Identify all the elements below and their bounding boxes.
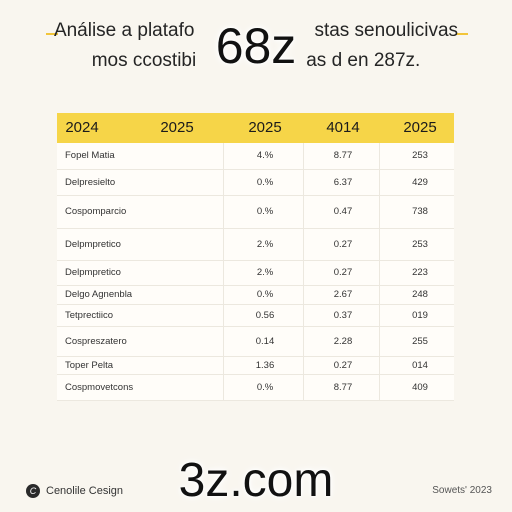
row-label: Delgo Agnenbla [65, 289, 133, 300]
row-value: 0.% [256, 177, 274, 188]
table-divider [379, 143, 380, 401]
table-row: Toper Pelta 1.36 0.27 014 [57, 357, 454, 375]
row-value: 0.% [256, 206, 274, 217]
row-value: 0.% [256, 289, 274, 300]
table-divider [303, 143, 304, 401]
row-value: 409 [412, 382, 428, 393]
title-line-1-start: Análise a platafo [53, 20, 195, 41]
table-row: Delgo Agnenbla 0.% 2.67 248 [57, 286, 454, 305]
table-row: Delpmpretico 2.% 0.27 223 [57, 261, 454, 286]
watermark-bottom: 3z.com [178, 454, 334, 507]
row-value: 0.47 [333, 206, 353, 217]
data-table: 2024 2025 2025 4014 2025 Fopel Matia 4.% 8… [57, 113, 454, 401]
row-label: Cospreszatero [65, 336, 127, 347]
header-cell-4: 4014 [326, 119, 360, 136]
row-value: 0.14 [255, 336, 275, 347]
table-row: Cospomparcio 0.% 0.47 738 [57, 196, 454, 229]
row-value: 429 [412, 177, 428, 188]
row-label: Delpmpretico [65, 239, 121, 250]
document-title: Análise a platafo stas senoulicivas mos c… [0, 16, 512, 76]
row-value: 0.56 [255, 310, 275, 321]
table-row: Delpresielto 0.% 6.37 429 [57, 170, 454, 196]
watermark-top: 68z [215, 18, 297, 74]
title-line-2: mos ccostibi as d en 287z. [0, 46, 512, 76]
row-value: 8.77 [333, 150, 353, 161]
row-value: 223 [412, 267, 428, 278]
row-value: 2.% [256, 239, 274, 250]
table-row: Cospreszatero 0.14 2.28 255 [57, 327, 454, 357]
footer-year: Sowets' 2023 [432, 485, 492, 496]
row-label: Tetprectiico [65, 310, 114, 321]
brand-name: Cenolile Cesign [46, 485, 124, 497]
row-value: 253 [412, 150, 428, 161]
row-value: 0.37 [333, 310, 353, 321]
table-divider [223, 143, 224, 401]
table-row: Fopel Matia 4.% 8.77 253 [57, 143, 454, 170]
row-value: 2.67 [333, 289, 353, 300]
row-value: 0.27 [333, 267, 353, 278]
row-value: 0.27 [333, 239, 353, 250]
row-label: Cospmovetcons [65, 382, 134, 393]
header-cell-3: 2025 [248, 119, 282, 136]
row-label: Delpresielto [65, 177, 116, 188]
header-cell-2: 2025 [160, 119, 194, 136]
header-cell-1: 2024 [65, 119, 99, 136]
table-header: 2024 2025 2025 4014 2025 [57, 113, 454, 143]
row-value: 2.% [256, 267, 274, 278]
table-row: Delpmpretico 2.% 0.27 253 [57, 229, 454, 261]
table-row: Cospmovetcons 0.% 8.77 409 [57, 375, 454, 401]
title-left-dash [46, 33, 58, 35]
title-line-2-end: as d en 287z. [306, 50, 421, 71]
row-value: 738 [412, 206, 428, 217]
title-line-1: Análise a platafo stas senoulicivas [0, 16, 512, 46]
row-label: Cospomparcio [65, 206, 127, 217]
row-value: 4.% [256, 150, 274, 161]
row-label: Toper Pelta [65, 360, 114, 371]
title-right-dash [456, 33, 468, 35]
brand-logo-icon: C [26, 484, 40, 498]
title-line-1-end: stas senoulicivas [314, 20, 459, 41]
title-line-2-start: mos ccostibi [91, 50, 197, 71]
row-value: 6.37 [333, 177, 353, 188]
row-value: 8.77 [333, 382, 353, 393]
row-value: 0.27 [333, 360, 353, 371]
row-value: 014 [412, 360, 428, 371]
row-value: 255 [412, 336, 428, 347]
header-cell-5: 2025 [403, 119, 437, 136]
row-value: 253 [412, 239, 428, 250]
row-value: 2.28 [333, 336, 353, 347]
row-value: 0.% [256, 382, 274, 393]
row-label: Delpmpretico [65, 267, 121, 278]
footer-brand: C Cenolile Cesign [26, 484, 123, 498]
row-label: Fopel Matia [65, 150, 115, 161]
table-row: Tetprectiico 0.56 0.37 019 [57, 305, 454, 327]
row-value: 248 [412, 289, 428, 300]
row-value: 1.36 [255, 360, 275, 371]
row-value: 019 [412, 310, 428, 321]
